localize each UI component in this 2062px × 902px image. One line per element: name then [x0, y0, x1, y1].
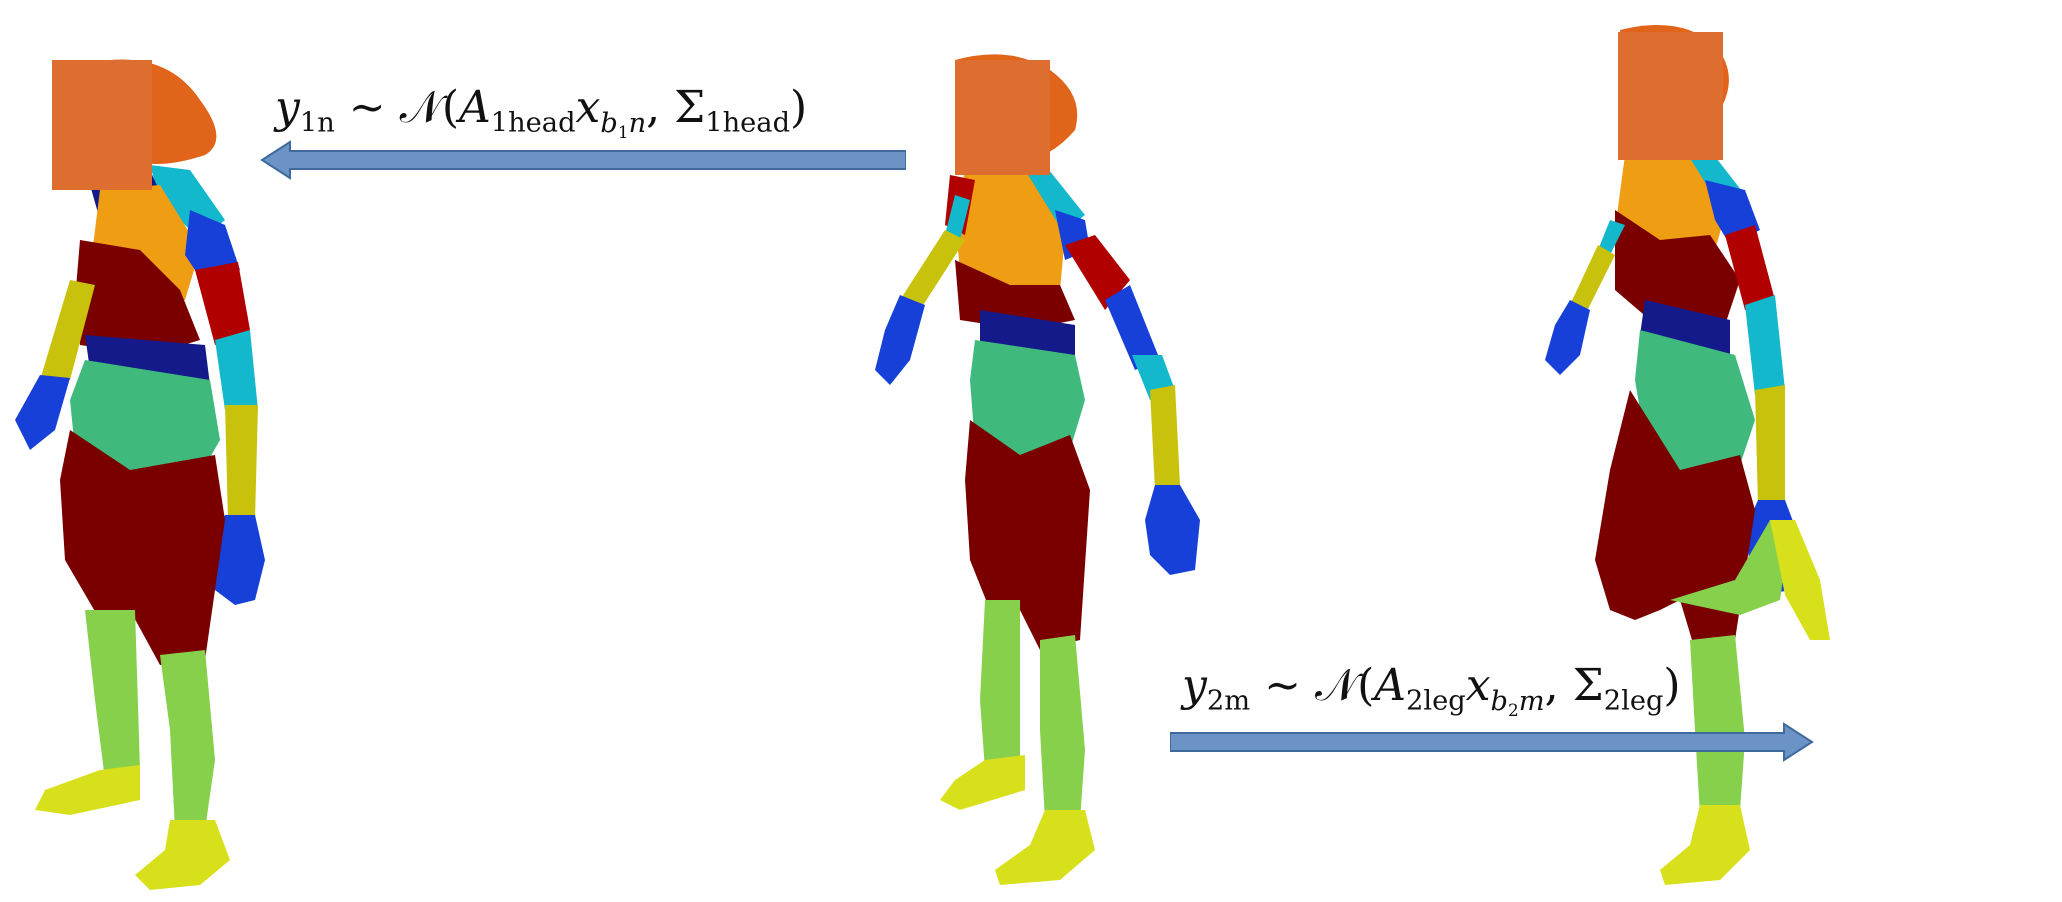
formula-top-y: y [275, 82, 300, 133]
body-mesh-right-svg [1545, 25, 1830, 885]
body-mesh-middle-svg [875, 54, 1200, 885]
waist-band-segment [1640, 300, 1730, 360]
formula-bottom-y-sub: 2m [1206, 685, 1251, 717]
formula-bottom: y2m ∼ 𝒩(A2legxb2m, Σ2leg) [1182, 660, 1681, 719]
body-mesh-right [1500, 0, 2060, 902]
forearm-lower-segment [225, 405, 258, 520]
arm-left-segment [1570, 245, 1615, 315]
formula-bottom-A: A [1374, 660, 1407, 711]
body-mesh-left-svg [15, 59, 265, 890]
face-mask [52, 60, 152, 190]
formula-top-A-sub: 1head [490, 107, 576, 139]
formula-top-close: ) [790, 82, 808, 133]
raised-foot-segment [1770, 520, 1830, 640]
formula-top-x-sub-n: n [628, 107, 647, 139]
formula-top-x-sub-idx: 1 [617, 121, 629, 142]
foot-right-segment [995, 810, 1095, 885]
formula-top-comma: , [646, 82, 661, 133]
abdomen-segment [1635, 330, 1755, 475]
formula-top-normal: 𝒩 [399, 82, 442, 133]
forearm-upper-segment [1105, 285, 1160, 370]
foot-standing-segment [1660, 805, 1750, 885]
formula-top-sigma: Σ [674, 82, 706, 133]
foot-left-segment [940, 755, 1025, 810]
body-mesh-left [0, 0, 560, 902]
upper-arm-right-segment [1065, 235, 1130, 310]
formula-top-sigma-sub: 1head [705, 107, 791, 139]
leg-right-segment [1040, 635, 1085, 820]
arm-left-upper-segment [1598, 220, 1625, 255]
formula-top-sim: ∼ [348, 82, 386, 133]
arm-left-segment [900, 230, 965, 310]
formula-bottom-sigma: Σ [1572, 660, 1604, 711]
foot-left-segment [35, 765, 140, 815]
forearm-upper-segment [1745, 295, 1785, 395]
formula-top-x-sub-b: b [600, 107, 618, 139]
formula-bottom-x: x [1465, 660, 1491, 711]
formula-bottom-x-sub: b2m [1490, 685, 1545, 720]
upper-arm-right-segment [195, 262, 250, 345]
leg-left-segment [85, 610, 140, 780]
forearm-lower-segment [1755, 385, 1785, 505]
formula-top-y-sub: 1n [299, 107, 335, 139]
formula-bottom-sigma-sub: 2leg [1603, 685, 1664, 717]
formula-top-x: x [575, 82, 601, 133]
formula-bottom-x-sub-idx: 2 [1508, 699, 1519, 720]
formula-bottom-x-sub-n: m [1518, 685, 1545, 717]
thigh-segment [60, 430, 225, 665]
chest-upper-segment [955, 170, 1065, 300]
leg-standing-segment [1690, 635, 1745, 815]
formula-bottom-open: ( [1357, 660, 1375, 711]
formula-top-open: ( [441, 82, 459, 133]
abdomen-segment [970, 340, 1085, 465]
upper-arm-right-segment [1725, 225, 1775, 310]
face-mask [1618, 32, 1723, 160]
formula-bottom-x-sub-b: b [1490, 685, 1509, 717]
formula-bottom-y: y [1182, 660, 1207, 711]
arrow-left [260, 140, 906, 180]
arm-left-upper-segment [945, 195, 970, 240]
arm-left-segment [40, 280, 95, 380]
formula-bottom-comma: , [1544, 660, 1559, 711]
hand-left-segment [875, 295, 925, 385]
formula-bottom-close: ) [1663, 660, 1681, 711]
formula-top-A: A [458, 82, 491, 133]
thigh-segment [965, 420, 1090, 650]
raised-leg-segment [1670, 520, 1790, 615]
hand-left-segment [15, 375, 70, 450]
leg-left-segment [980, 600, 1020, 770]
foot-right-segment [135, 820, 230, 890]
formula-top: y1n ∼ 𝒩(A1headxb1n, Σ1head) [275, 82, 807, 141]
forearm-lower-segment [1150, 385, 1180, 490]
torso-segment [1615, 210, 1740, 325]
formula-top-x-sub: b1n [600, 107, 647, 142]
face-mask [955, 60, 1050, 175]
torso-segment [75, 240, 200, 355]
formula-bottom-sim: ∼ [1264, 660, 1301, 711]
formula-bottom-A-sub: 2leg [1406, 685, 1466, 717]
hand-left-segment [1545, 300, 1590, 375]
formula-bottom-normal: 𝒩 [1314, 660, 1358, 711]
forearm-upper-segment [215, 330, 258, 410]
arrow-right [1170, 722, 1814, 762]
body-mesh-middle [860, 0, 1420, 902]
thigh-segment [1595, 390, 1755, 650]
hand-right-segment [1145, 485, 1200, 575]
leg-right-segment [160, 650, 215, 830]
